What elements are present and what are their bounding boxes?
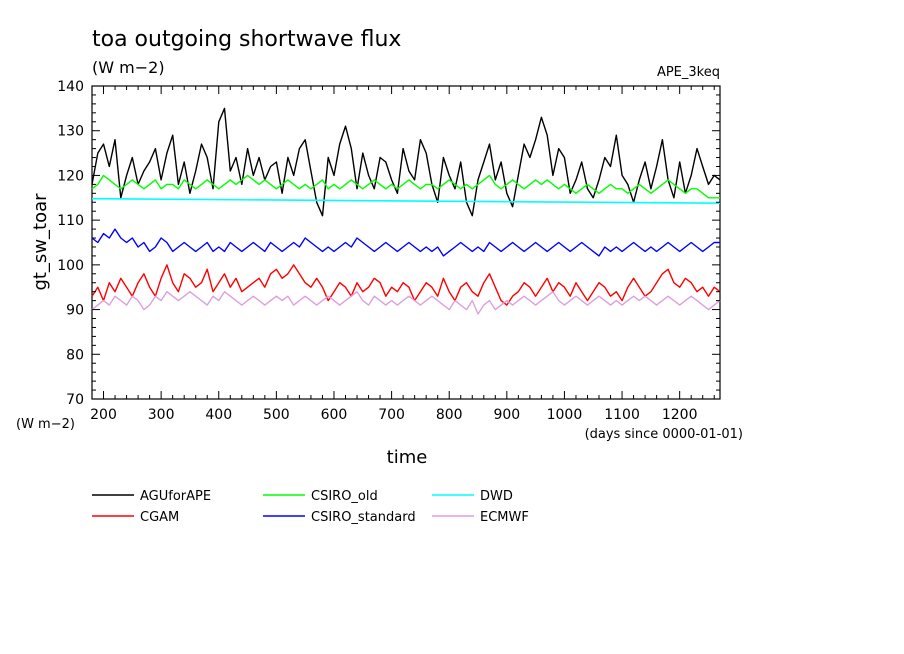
x-axis-label: time bbox=[387, 447, 428, 468]
x-tick-label: 400 bbox=[205, 407, 232, 423]
series-line-csiro-old bbox=[91, 174, 720, 199]
x-tick-label: 700 bbox=[378, 407, 405, 423]
legend-label: CSIRO_standard bbox=[311, 510, 416, 525]
y-axis-ticks: 70 80 90 100 110 120 130 140 bbox=[57, 79, 720, 408]
plot-frame bbox=[91, 85, 721, 400]
x-tick-label: 200 bbox=[90, 407, 117, 423]
chart-units: (W m−2) bbox=[92, 58, 165, 77]
x-axis-units: (days since 0000-01-01) bbox=[585, 427, 743, 442]
x-tick-label: 800 bbox=[436, 407, 463, 423]
x-tick-label: 300 bbox=[148, 407, 175, 423]
y-tick-label: 130 bbox=[57, 124, 84, 140]
x-tick-label: 900 bbox=[493, 407, 520, 423]
y-tick-label: 110 bbox=[57, 213, 84, 229]
series-layer bbox=[91, 107, 721, 315]
y-tick-label: 70 bbox=[66, 392, 84, 408]
chart-title: toa outgoing shortwave flux bbox=[92, 27, 401, 52]
legend: AGUforAPE CGAM CSIRO_old CSIRO_standard DWD E… bbox=[92, 489, 529, 525]
x-tick-label: 1000 bbox=[547, 407, 583, 423]
series-line-cgam bbox=[91, 264, 721, 306]
legend-label: ECMWF bbox=[480, 510, 529, 525]
series-line-aguforape bbox=[91, 107, 721, 217]
x-tick-label: 1200 bbox=[662, 407, 698, 423]
y-tick-label: 140 bbox=[57, 79, 84, 95]
x-axis-ticks: 200 300 400 500 600 700 800 900 1000 1100 1200 bbox=[90, 86, 715, 423]
legend-label: CSIRO_old bbox=[311, 489, 378, 504]
x-tick-label: 500 bbox=[263, 407, 290, 423]
y-tick-label: 80 bbox=[66, 347, 84, 363]
y-axis-label: gt_sw_toar bbox=[30, 193, 51, 291]
x-tick-label: 1100 bbox=[604, 407, 640, 423]
series-line-csiro-standard bbox=[91, 228, 720, 257]
legend-label: AGUforAPE bbox=[140, 489, 211, 504]
series-line-ecmwf bbox=[91, 291, 721, 315]
legend-label: DWD bbox=[480, 489, 513, 504]
y-axis-units: (W m−2) bbox=[16, 417, 75, 432]
experiment-label: APE_3keq bbox=[657, 65, 720, 80]
x-tick-label: 600 bbox=[321, 407, 348, 423]
series-line-dwd bbox=[91, 197, 721, 204]
y-tick-label: 120 bbox=[57, 168, 84, 184]
legend-label: CGAM bbox=[140, 510, 179, 525]
y-tick-label: 90 bbox=[66, 303, 84, 319]
y-tick-label: 100 bbox=[57, 258, 84, 274]
